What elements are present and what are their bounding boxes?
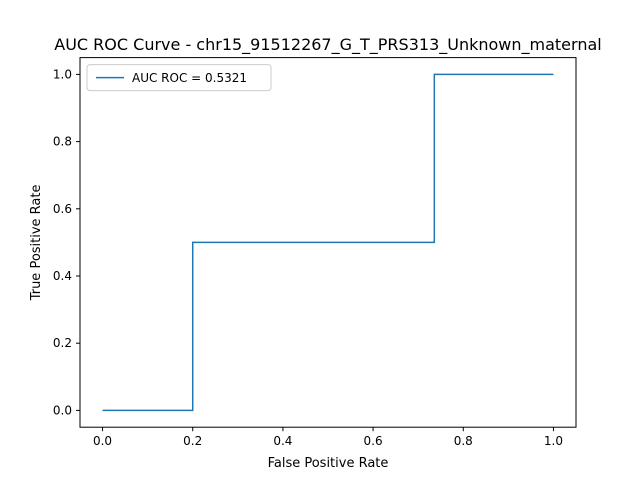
y-tick-label: 1.0 <box>53 67 72 81</box>
chart-title: AUC ROC Curve - chr15_91512267_G_T_PRS31… <box>54 35 601 55</box>
x-tick-label: 0.6 <box>364 434 383 448</box>
series-layer <box>102 73 554 412</box>
x-tick-label: 0.4 <box>273 434 292 448</box>
y-tick-label: 0.6 <box>53 202 72 216</box>
legend-box <box>86 64 272 92</box>
x-tick-label: 0.2 <box>183 434 202 448</box>
y-axis-label: True Positive Rate <box>29 184 44 301</box>
y-tick-label: 0.8 <box>53 135 72 149</box>
x-tick-label: 0.0 <box>93 434 112 448</box>
y-tick-label: 0.2 <box>53 336 72 350</box>
plot-area <box>79 57 577 428</box>
y-tick-label: 0.4 <box>53 269 72 283</box>
x-tick-label: 1.0 <box>544 434 563 448</box>
roc-series-line <box>102 73 554 412</box>
plot-frame <box>79 57 577 428</box>
x-axis-label: False Positive Rate <box>268 456 389 471</box>
y-tick-label: 0.0 <box>53 403 72 417</box>
x-axis-ticks: 0.0 0.2 0.4 0.6 0.8 1.0 <box>93 427 563 448</box>
legend: AUC ROC = 0.5321 <box>86 64 272 92</box>
x-tick-label: 0.8 <box>454 434 473 448</box>
y-axis-ticks: 0.0 0.2 0.4 0.6 0.8 1.0 <box>53 67 80 417</box>
legend-label: AUC ROC = 0.5321 <box>132 71 247 85</box>
